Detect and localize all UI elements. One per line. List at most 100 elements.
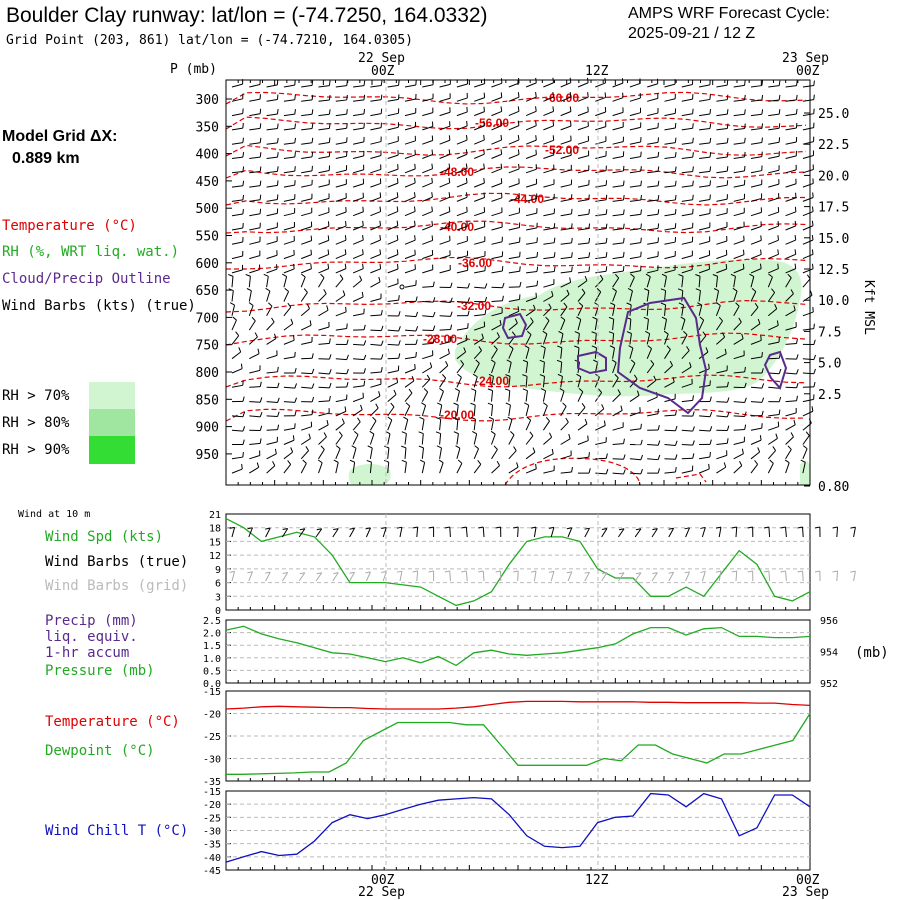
wind-barb-flag (793, 419, 796, 425)
wind-barb (283, 427, 295, 431)
wind-barb-flag (470, 402, 476, 406)
precip-tick-label: 2.0 (203, 629, 221, 640)
wind-barb-flag (467, 283, 471, 289)
wind-barb-flag (811, 263, 814, 269)
wind-barb-flag (811, 206, 814, 212)
wind-barb (439, 301, 451, 303)
wind-barb-flag (522, 388, 528, 392)
wind-barb (491, 197, 503, 202)
wind-barb-flag (362, 235, 364, 241)
wind-barb (231, 142, 243, 145)
temperature-contour (504, 457, 641, 486)
wind-barb (369, 462, 372, 474)
wind-barb-flag (274, 448, 277, 454)
wind-barb (283, 142, 295, 145)
wind-barb (439, 433, 442, 445)
wind-barb (318, 372, 330, 375)
wind-barb-flag (744, 109, 746, 115)
wind-barb-flag (405, 402, 411, 407)
wind-barb-flag (633, 374, 638, 380)
wind-barb (647, 241, 659, 245)
wind-barb (387, 154, 399, 159)
wind-barb-flag (628, 345, 634, 349)
surface-wind-barb-grid (449, 570, 451, 582)
surface-wind-barb-grid-flag (316, 572, 322, 575)
wind-barb-flag (242, 208, 244, 215)
wind-barb-flag (398, 80, 400, 86)
wind-barb-flag (345, 221, 347, 227)
wind-barb (335, 253, 347, 260)
wind-barb (750, 85, 762, 88)
wind-barb (404, 154, 416, 159)
wind-barb-flag (777, 263, 779, 269)
wind-barb (335, 435, 343, 445)
surface-wind-barb-true-flag (601, 528, 608, 531)
wind-barb (595, 184, 607, 188)
wind-barb-flag (726, 438, 729, 444)
wind-barb (560, 471, 572, 474)
wind-barb-flag (811, 234, 814, 241)
wind-barb-flag (680, 316, 686, 320)
wind-barb (249, 442, 261, 445)
wind-barb-flag (587, 92, 589, 98)
wind-barb (698, 368, 710, 374)
wind-barb (301, 254, 312, 260)
wind-barb (387, 406, 395, 417)
wind-barb (768, 253, 779, 260)
surface-wind-barb-grid (685, 571, 691, 582)
wind-barb (491, 241, 503, 245)
temperature-contour (675, 473, 707, 483)
wind-barb-flag (448, 163, 451, 169)
top-date-left: 22 Sep (358, 51, 405, 66)
wind-barb (283, 339, 295, 345)
wind-barb (422, 286, 434, 288)
wind-barb-flag (598, 388, 603, 393)
wind-barb-flag (290, 318, 294, 324)
model-grid-value: 0.889 km (12, 150, 80, 167)
wind-barb (716, 198, 728, 202)
temperature-label: Temperature (°C) (45, 714, 180, 730)
wind-barb-flag (484, 309, 487, 315)
wind-barb-flag (256, 462, 260, 468)
wind-barb (249, 466, 259, 474)
wind-barb-flag (813, 339, 816, 345)
wind-barb-flag (692, 152, 694, 158)
temperature-contour-label: -40.00 (440, 220, 474, 234)
surface-wind-barb-grid-flag (668, 571, 674, 574)
surface-wind-barb-grid-flag (282, 572, 288, 574)
wind-barb-flag (622, 251, 625, 258)
wind-barb-flag (674, 166, 677, 172)
wind-barb-flag (588, 266, 591, 272)
surface-wind-barb-grid (718, 571, 722, 582)
wind-barb (768, 372, 780, 375)
wind-barb (508, 390, 511, 402)
wind-barb (404, 254, 416, 260)
surface-wind-barb-grid (701, 571, 706, 582)
wind-barb (543, 436, 552, 445)
wind-barb (543, 213, 555, 217)
cloud-outline (577, 350, 607, 375)
surface-wind-barb-true-flag (381, 526, 387, 529)
wind-barb-flag (539, 359, 545, 363)
wind-barb (768, 341, 780, 345)
top-time-0: 00Z (371, 64, 395, 79)
wind-barb-flag (272, 461, 276, 466)
bottom-time-1: 12Z (585, 873, 609, 888)
wind-barb-flag (605, 194, 608, 200)
wind-barb (283, 323, 294, 331)
wind-barb-flag (432, 281, 435, 287)
wind-barb-flag (240, 363, 243, 369)
wind-barb-flag (741, 333, 744, 339)
wind-barb-flag (692, 137, 694, 143)
wind-barb (370, 329, 382, 332)
wind-barb (266, 268, 278, 274)
wind-barb (491, 449, 498, 460)
wind-barb-flag (539, 374, 545, 377)
precip-tick-label: 0.0 (203, 679, 221, 690)
wind-barb-flag (362, 206, 364, 212)
surface-wind-barb-true-flag (428, 526, 434, 529)
wind-barb (352, 462, 356, 474)
temperature-contour-label: -44.00 (510, 192, 544, 206)
wind-barb (733, 156, 745, 159)
wind-barb (231, 170, 243, 174)
